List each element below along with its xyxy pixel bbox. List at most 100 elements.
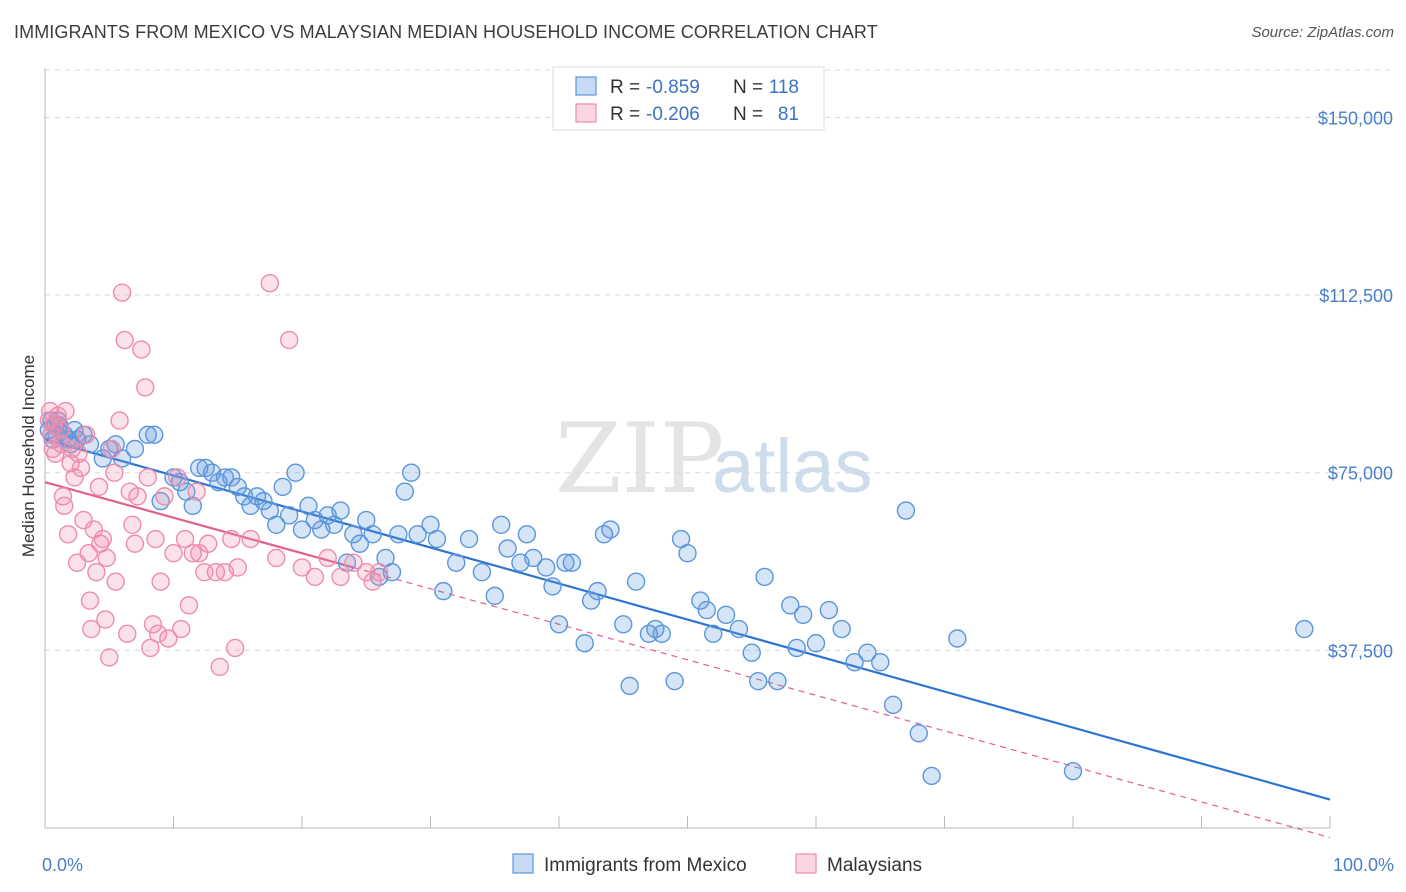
- point-1-26: [89, 477, 109, 497]
- point-0-101: [768, 671, 787, 691]
- legend-r-label-mexico: R =: [610, 77, 640, 98]
- point-1-64: [210, 657, 229, 677]
- point-0-115: [948, 629, 967, 648]
- point-0-26: [183, 496, 202, 516]
- point-1-40: [123, 515, 142, 534]
- point-1-73: [292, 558, 312, 577]
- point-1-37: [115, 330, 134, 350]
- point-0-109: [858, 643, 877, 662]
- point-0-69: [491, 515, 511, 534]
- point-0-49: [331, 501, 350, 520]
- point-1-23: [82, 619, 101, 639]
- point-0-40: [273, 477, 292, 497]
- point-1-22: [80, 591, 100, 610]
- point-0-63: [427, 529, 447, 549]
- point-1-74: [305, 567, 325, 587]
- point-1-51: [155, 487, 174, 506]
- point-1-17: [69, 444, 88, 463]
- bottom-legend-label-malaysians: Malaysians: [827, 855, 922, 876]
- point-0-106: [819, 600, 839, 620]
- point-1-5: [46, 444, 65, 463]
- y-tick-label-2: $112,500: [1319, 286, 1393, 306]
- point-0-52: [350, 534, 370, 553]
- point-1-59: [187, 482, 206, 501]
- point-0-117: [1295, 619, 1314, 639]
- point-1-10: [55, 496, 74, 516]
- point-1-34: [106, 572, 125, 591]
- point-1-70: [260, 273, 280, 293]
- point-0-70: [498, 539, 517, 558]
- point-0-80: [581, 591, 601, 610]
- point-0-20: [138, 425, 158, 444]
- point-0-54: [363, 525, 382, 544]
- point-0-100: [755, 567, 774, 587]
- point-1-67: [225, 638, 245, 658]
- point-1-68: [228, 558, 247, 577]
- point-1-71: [267, 548, 286, 568]
- point-1-43: [132, 340, 151, 359]
- point-1-9: [53, 487, 73, 506]
- point-0-61: [408, 525, 427, 544]
- data-points: [39, 273, 1314, 786]
- axes: [44, 68, 1331, 829]
- point-0-41: [279, 506, 299, 525]
- point-1-77: [344, 553, 363, 572]
- point-0-75: [543, 577, 562, 596]
- legend-n-value-malaysians: 81: [778, 104, 799, 125]
- point-1-72: [279, 330, 299, 350]
- point-1-35: [110, 411, 129, 430]
- point-0-94: [697, 600, 716, 620]
- point-1-49: [148, 624, 168, 643]
- legend-n-value-mexico: 118: [769, 77, 799, 98]
- legend-r-label-malaysians: R =: [610, 104, 640, 125]
- point-0-89: [652, 624, 671, 643]
- point-1-50: [151, 572, 170, 591]
- point-0-112: [896, 501, 916, 520]
- watermark-atlas: atlas: [712, 424, 873, 509]
- point-0-114: [922, 766, 941, 786]
- legend-swatch-mexico: [575, 76, 597, 96]
- point-0-73: [524, 548, 543, 568]
- bottom-legend-swatch-malaysians: [795, 853, 817, 874]
- point-0-78: [562, 553, 582, 572]
- point-0-37: [254, 491, 273, 511]
- point-1-56: [175, 529, 195, 549]
- point-1-55: [172, 619, 191, 639]
- point-0-19: [125, 439, 145, 459]
- legend-r-value-mexico: -0.859: [646, 77, 700, 98]
- point-1-20: [76, 425, 96, 444]
- y-axis-label: Median Household Income: [19, 355, 38, 557]
- point-0-92: [678, 544, 697, 563]
- point-1-12: [58, 525, 78, 544]
- point-0-21: [145, 425, 164, 444]
- y-tick-labels: $37,500 $75,000 $112,500 $150,000: [1318, 108, 1393, 661]
- legend-r-value-malaysians: -0.206: [646, 104, 700, 125]
- point-0-103: [787, 638, 806, 658]
- point-0-116: [1063, 761, 1083, 781]
- point-1-11: [56, 401, 75, 421]
- point-0-34: [234, 487, 254, 506]
- trend-line-1-solid: [44, 481, 354, 569]
- point-1-8: [52, 435, 71, 454]
- point-0-102: [781, 596, 800, 615]
- point-0-107: [832, 619, 851, 639]
- point-1-29: [96, 610, 115, 629]
- point-0-97: [729, 619, 749, 639]
- point-0-99: [748, 671, 768, 691]
- series-0-points: [39, 411, 1314, 786]
- trend-line-1-dashed: [353, 566, 1331, 839]
- point-0-68: [485, 586, 504, 606]
- point-0-77: [556, 553, 575, 572]
- point-0-85: [620, 676, 639, 696]
- watermark-zip: ZIP: [555, 403, 724, 515]
- point-1-47: [143, 615, 163, 634]
- point-0-95: [704, 624, 723, 643]
- point-0-96: [716, 605, 736, 625]
- trend-line-0: [44, 438, 1331, 801]
- point-1-30: [97, 548, 116, 568]
- point-0-111: [883, 695, 903, 715]
- x-tick-label-0: 0.0%: [42, 855, 83, 875]
- legend-box: [552, 66, 825, 131]
- bottom-legend-swatch-mexico: [512, 853, 534, 874]
- y-tick-label-1: $75,000: [1328, 464, 1393, 484]
